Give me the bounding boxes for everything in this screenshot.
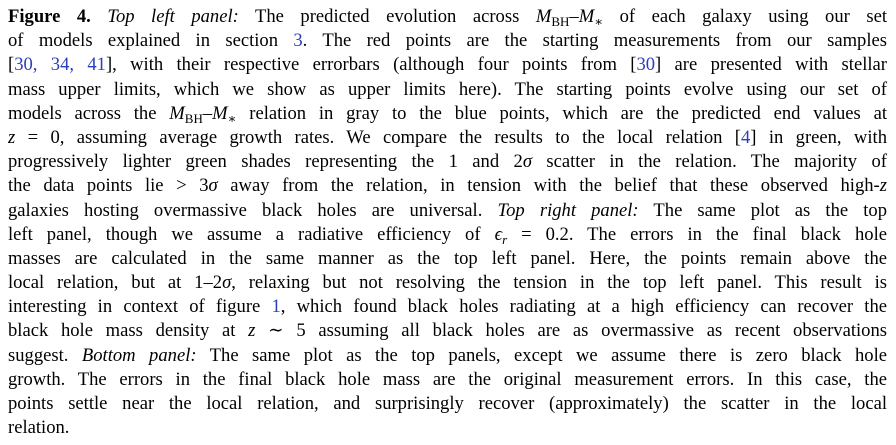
math-symbol: ∗ [227, 110, 237, 126]
caption-text: , relaxing but not resolving the tension… [231, 272, 887, 294]
caption-line: mass upper limits, which we show as uppe… [8, 78, 887, 102]
reference-link[interactable]: 30, 34, 41 [14, 54, 106, 76]
math-symbol: BH [551, 14, 570, 29]
caption-text: relation. [8, 417, 70, 439]
caption-line: [30, 34, 41], with their respective erro… [8, 53, 887, 77]
math-symbol: BH [184, 110, 203, 126]
caption-text: ] in green, with [750, 126, 887, 148]
caption-text: of each galaxy using our set [603, 6, 887, 27]
caption-text: of models explained in section [8, 30, 294, 52]
caption-text: = 0.2. The errors in the final black hol… [507, 223, 887, 245]
caption-line: black hole mass density at z ∼ 5 assumin… [8, 319, 887, 343]
caption-text: away from the relation, in tension with … [217, 175, 880, 197]
caption-text: interesting in context of figure [8, 296, 272, 318]
caption-line: z = 0, assuming average growth rates. We… [8, 126, 887, 150]
caption-text: models across the [8, 102, 170, 124]
caption-text: , which found black holes radiating at a… [280, 296, 887, 318]
reference-link[interactable]: 3 [293, 30, 303, 52]
caption-text: galaxies hosting overmassive black holes… [8, 199, 498, 221]
caption-text: [ [8, 54, 15, 76]
math-symbol: r [502, 231, 508, 247]
panel-label: Top right panel: [497, 199, 639, 221]
caption-text: ], with their respective errorbars (alth… [105, 54, 637, 76]
math-symbol: z [8, 126, 16, 148]
caption-text: suggest. [8, 344, 82, 366]
caption-text: scatter in the relation. The majority of [532, 151, 887, 173]
reference-link[interactable]: 30 [636, 54, 656, 76]
caption-text: The same plot as the top [638, 199, 887, 221]
math-symbol: σ [522, 151, 532, 173]
reference-link[interactable]: 4 [740, 126, 751, 148]
caption-line: local relation, but at 1–2σ, relaxing bu… [8, 271, 887, 295]
caption-text: masses are calculated in the same manner… [8, 247, 887, 269]
math-symbol: σ [208, 175, 218, 197]
math-symbol: z [248, 320, 256, 342]
caption-line: points settle near the local relation, a… [8, 392, 887, 416]
caption-text: – [569, 6, 579, 27]
math-symbol: σ [222, 272, 232, 294]
caption-text: ] are presented with stellar [655, 54, 887, 76]
caption-line: models across the MBH–M∗ relation in gra… [8, 102, 887, 126]
caption-line: galaxies hosting overmassive black holes… [8, 199, 887, 223]
caption-line: interesting in context of figure 1, whic… [8, 295, 887, 319]
math-symbol: M [169, 102, 185, 124]
caption-text: The predicted evolution across [238, 6, 536, 27]
caption-text: the data points lie > 3 [8, 175, 209, 197]
caption-line: progressively lighter green shades repre… [8, 150, 887, 174]
caption-text: growth. The errors in the final black ho… [8, 368, 887, 390]
caption-text: ∼ 5 assuming all black holes are as over… [255, 320, 887, 342]
math-symbol: z [879, 175, 887, 197]
caption-line: the data points lie > 3σ away from the r… [8, 174, 887, 198]
math-symbol: ∗ [594, 14, 604, 29]
caption-text: left panel, though we assume a radiative… [8, 223, 495, 245]
caption-text: . The red points are the starting measur… [302, 30, 887, 52]
math-symbol: M [212, 102, 228, 124]
caption-line: suggest. Bottom panel: The same plot as … [8, 344, 887, 368]
caption-text: black hole mass density at [8, 320, 249, 342]
caption-line: relation. [8, 416, 887, 440]
caption-text: The same plot as the top panels, except … [196, 344, 887, 366]
math-symbol: ϵ [494, 223, 503, 245]
reference-link[interactable]: 1 [271, 296, 281, 318]
caption-line: masses are calculated in the same manner… [8, 247, 887, 271]
caption-text: – [202, 102, 213, 124]
caption-text: progressively lighter green shades repre… [8, 151, 523, 173]
caption-text: = 0, assuming average growth rates. We c… [15, 126, 741, 148]
math-symbol: M [535, 6, 552, 27]
caption-line: Figure 4. Top left panel: The predicted … [8, 5, 887, 29]
caption-text: points settle near the local relation, a… [8, 393, 887, 414]
figure-label: Figure 4. [8, 6, 91, 27]
panel-label: Top left panel: [107, 6, 239, 27]
caption-text: relation in gray to the blue points, whi… [236, 102, 887, 124]
caption-text: mass upper limits, which we show as uppe… [8, 78, 887, 100]
panel-label: Bottom panel: [81, 344, 197, 366]
figure-caption: Figure 4. Top left panel: The predicted … [8, 5, 887, 440]
caption-line: left panel, though we assume a radiative… [8, 223, 887, 247]
caption-text: local relation, but at 1–2 [8, 272, 223, 294]
math-symbol: M [578, 6, 595, 27]
caption-line: of models explained in section 3. The re… [8, 29, 887, 53]
caption-line: growth. The errors in the final black ho… [8, 368, 887, 392]
